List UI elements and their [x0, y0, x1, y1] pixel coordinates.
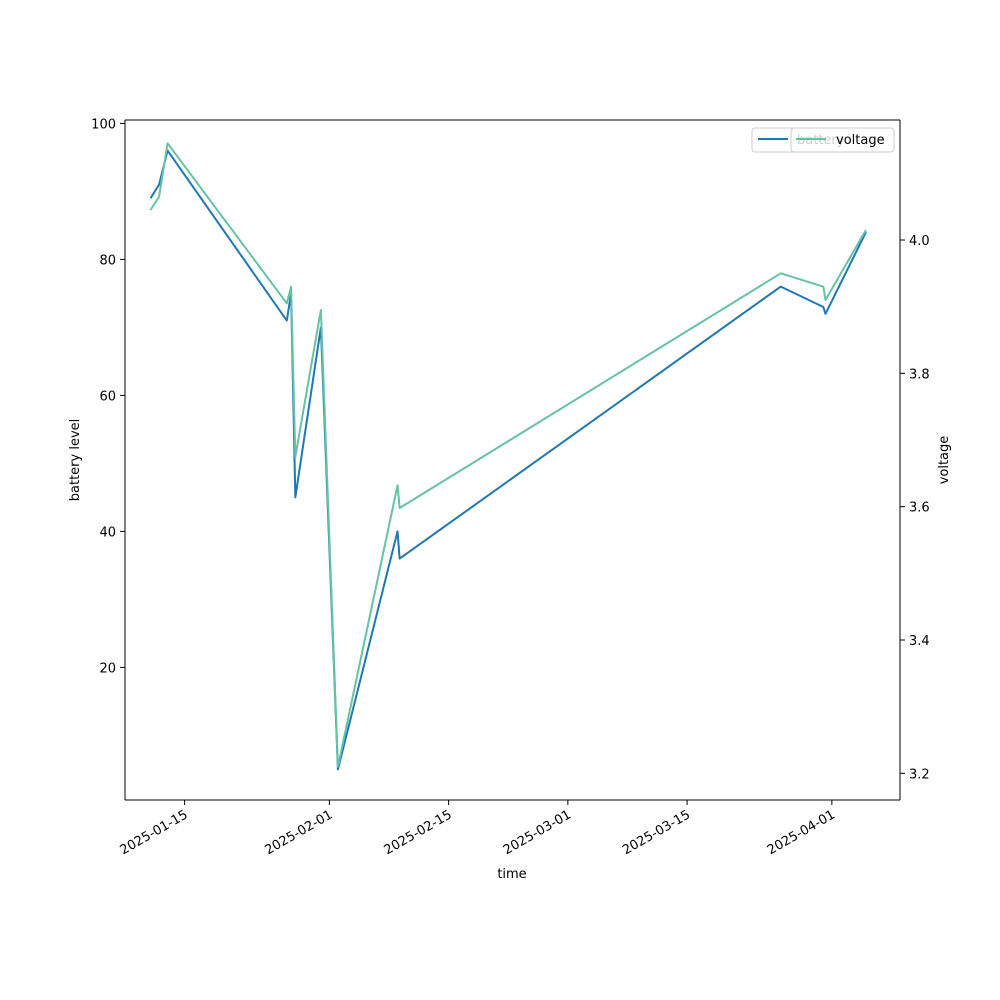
series-layer: [149, 142, 867, 771]
axes-layer: [124, 119, 901, 801]
x-tick-label-2: 2025-02-15: [382, 807, 455, 858]
y-left-tick-label-2: 60: [99, 389, 116, 404]
y-right-tick-label-0: 3.2: [909, 767, 930, 782]
x-tick-label-1: 2025-02-01: [262, 807, 335, 858]
y-axis-right-label: voltage: [937, 436, 952, 485]
x-tick-label-3: 2025-03-01: [501, 807, 574, 858]
legend-right-box: [790, 127, 895, 153]
x-tick-label-4: 2025-03-15: [620, 807, 693, 858]
x-tick-label-5: 2025-04-01: [765, 807, 838, 858]
y-right-tick-label-1: 3.4: [909, 634, 930, 649]
y-right-tick-label-2: 3.6: [909, 501, 930, 516]
y-left-tick-label-1: 40: [99, 525, 116, 540]
plot-area: [125, 120, 900, 800]
legend-right-label: voltage: [836, 133, 885, 148]
series-line-voltage: [149, 142, 867, 768]
y-left-tick-label-3: 80: [99, 253, 116, 268]
y-left-tick-label-0: 20: [99, 661, 116, 676]
y-right-tick-label-3: 3.8: [909, 367, 930, 382]
y-right-tick-label-4: 4.0: [909, 234, 930, 249]
legend-right: voltage: [790, 127, 895, 153]
y-left-tick-label-4: 100: [91, 117, 116, 132]
y-axis-left-label: battery level: [68, 419, 83, 502]
x-tick-label-0: 2025-01-15: [118, 807, 191, 858]
x-axis-label: time: [497, 867, 526, 882]
